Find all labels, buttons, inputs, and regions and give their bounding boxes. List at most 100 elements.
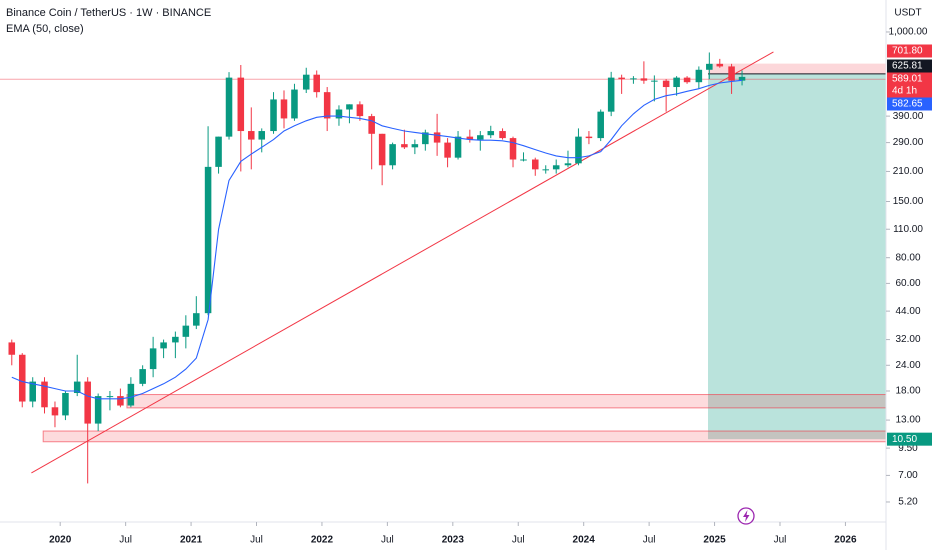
x-tick-label: 2023 — [442, 535, 465, 546]
candle-body — [335, 109, 343, 119]
candle-body — [509, 138, 517, 160]
candle-body — [225, 77, 233, 137]
x-tick-label: 2025 — [703, 535, 726, 546]
x-tick-label: Jul — [643, 535, 656, 546]
y-tick-label: 80.00 — [895, 252, 920, 263]
candle-body — [193, 313, 200, 326]
candle-body — [630, 78, 637, 80]
candle-body — [8, 342, 16, 355]
support-zone — [126, 394, 887, 409]
candle-body — [389, 144, 396, 166]
candle-body — [662, 80, 670, 88]
candle-body — [695, 69, 703, 83]
stop-badge-text: 701.80 — [892, 46, 923, 57]
candle-body — [422, 132, 429, 145]
indicator-label: EMA (50, close) — [6, 23, 84, 35]
candle-body — [258, 131, 266, 140]
countdown-badge: 4d 1h — [887, 84, 932, 98]
candle-body — [73, 381, 81, 394]
stop-badge-box — [887, 44, 932, 58]
candle-body — [401, 144, 408, 148]
y-tick-label: 110.00 — [893, 224, 923, 235]
candle-body — [291, 89, 298, 119]
candle-body — [433, 132, 441, 143]
candle-body — [728, 66, 735, 81]
entry-badge: 625.81 — [887, 59, 932, 73]
ema-line — [11, 79, 743, 400]
candle-body — [270, 99, 277, 132]
candle-body — [51, 407, 59, 416]
y-tick-label: 13.00 — [895, 415, 920, 426]
candle-body — [302, 74, 310, 90]
candle-body — [313, 74, 320, 93]
y-tick-label: 32.00 — [895, 334, 920, 345]
candle-body — [542, 169, 550, 171]
countdown-badge-text: 4d 1h — [892, 86, 917, 97]
entry-badge-box — [887, 59, 932, 73]
candle-body — [356, 104, 364, 117]
x-tick-label: 2024 — [573, 535, 596, 546]
candle-body — [411, 144, 419, 148]
x-tick-label: 2026 — [834, 535, 857, 546]
ema-badge-box — [887, 97, 932, 111]
candle-body — [531, 159, 539, 170]
x-tick-label: Jul — [512, 535, 525, 546]
candle-body — [651, 80, 658, 82]
candle-body — [127, 383, 135, 406]
x-tick-label: 2022 — [311, 535, 334, 546]
candle-body — [683, 77, 691, 83]
y-tick-label: 1,000.00 — [889, 27, 928, 38]
target-badge-box — [887, 432, 932, 446]
y-tick-label: 150.00 — [893, 196, 924, 207]
alert-icon[interactable] — [737, 507, 755, 525]
candle-body — [716, 63, 724, 67]
last-price-badge-box — [887, 72, 932, 86]
candle-body — [248, 131, 255, 140]
candle-body — [607, 77, 615, 112]
stop-badge: 701.80 — [887, 44, 932, 58]
ema-badge: 582.65 — [887, 97, 932, 111]
candle-body — [466, 136, 474, 140]
candle-body — [323, 92, 331, 119]
y-tick-label: 5.20 — [898, 497, 918, 508]
candle-body — [640, 78, 648, 81]
x-tick-label: Jul — [119, 535, 132, 546]
y-tick-label: 24.00 — [895, 360, 920, 371]
candle-body — [204, 166, 212, 314]
last-price-badge: 589.01 — [887, 72, 932, 86]
candle-body — [499, 131, 506, 139]
candle-body — [117, 396, 124, 406]
y-tick-label: 44.00 — [895, 306, 920, 317]
countdown-badge-box — [887, 84, 932, 98]
y-tick-label: 18.00 — [895, 386, 920, 397]
candle-body — [172, 336, 179, 343]
candle-body — [139, 369, 146, 384]
alert-bolt[interactable] — [743, 510, 750, 522]
candle-body — [149, 348, 157, 370]
candle-body — [29, 381, 36, 402]
candle-body — [41, 381, 48, 408]
candle-body — [520, 159, 527, 161]
y-tick-label: 9.50 — [898, 443, 918, 454]
candle-body — [585, 136, 593, 139]
x-tick-label: Jul — [774, 535, 787, 546]
candle-body — [346, 104, 353, 110]
candle-body — [564, 163, 572, 166]
candle-body — [706, 63, 713, 70]
position-target-zone — [708, 73, 886, 440]
candle-body — [84, 381, 91, 424]
position-stop-zone — [708, 63, 886, 74]
candle-body — [368, 116, 375, 134]
candle-body — [215, 136, 222, 167]
plot-area — [0, 51, 887, 484]
trendline — [31, 51, 774, 474]
candle-body — [597, 111, 604, 139]
candle-body — [477, 135, 484, 140]
candle-body — [552, 165, 560, 170]
currency-label: USDT — [894, 8, 921, 19]
candle-body — [237, 77, 245, 132]
entry-badge-text: 625.81 — [892, 61, 923, 72]
candle-body — [18, 354, 26, 402]
